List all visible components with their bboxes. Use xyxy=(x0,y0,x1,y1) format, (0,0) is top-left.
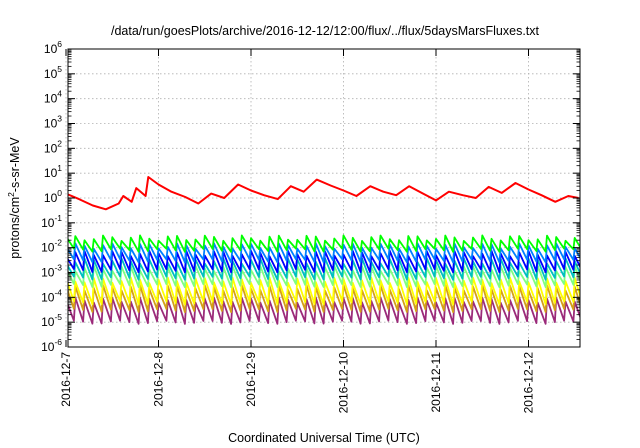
axis-ticks xyxy=(65,48,580,348)
y-tick-exp: 0 xyxy=(57,188,62,198)
y-axis-label: protons/cm2-s-sr-MeV xyxy=(6,137,22,259)
y-tick-exp: 3 xyxy=(57,114,62,124)
x-tick-label: 2016-12-7 xyxy=(59,352,73,407)
x-tick-labels: 2016-12-7 2016-12-8 2016-12-9 2016-12-10 201… xyxy=(59,352,536,414)
y-tick-base: 10 xyxy=(44,141,58,155)
y-tick-base: 10 xyxy=(44,42,58,56)
y-tick-base: 10 xyxy=(41,266,55,280)
y-tick-label: 102 xyxy=(44,138,62,155)
y-tick-base: 10 xyxy=(41,216,55,230)
data-series xyxy=(68,176,580,325)
y-tick-exp: 5 xyxy=(57,64,62,74)
x-axis-label: Coordinated Universal Time (UTC) xyxy=(228,431,420,445)
y-tick-label: 10-6 xyxy=(41,337,62,354)
x-tick-label: 2016-12-11 xyxy=(429,352,443,413)
flux-series-red-line xyxy=(68,176,579,211)
y-tick-label: 103 xyxy=(44,114,62,131)
y-tick-exp: -1 xyxy=(54,213,62,223)
flux-series-line xyxy=(68,257,580,281)
flux-series-line xyxy=(68,242,580,264)
flux-series-line xyxy=(68,249,580,274)
y-tick-label: 100 xyxy=(44,188,62,205)
y-tick-label: 106 xyxy=(44,39,62,56)
flux-series-line xyxy=(68,296,580,325)
y-tick-label: 101 xyxy=(44,163,62,180)
chart-title: /data/run/goesPlots/archive/2016-12-12/1… xyxy=(111,24,540,38)
x-tick-label: 2016-12-9 xyxy=(244,352,258,407)
y-axis-label-rest: -s-sr-MeV xyxy=(8,137,22,193)
y-tick-exp: 6 xyxy=(57,39,62,49)
y-tick-label: 10-4 xyxy=(41,287,62,304)
flux-series-line xyxy=(68,234,580,253)
flux-series-line xyxy=(68,284,580,314)
y-tick-exp: -5 xyxy=(54,312,62,322)
y-tick-base: 10 xyxy=(41,315,55,329)
y-tick-exp: 2 xyxy=(57,138,62,148)
y-tick-base: 10 xyxy=(41,241,55,255)
y-tick-exp: 1 xyxy=(57,163,62,173)
y-tick-base: 10 xyxy=(44,92,58,106)
y-tick-base: 10 xyxy=(41,340,55,354)
y-axis-label-sup: 2 xyxy=(6,192,16,197)
y-tick-exp: -4 xyxy=(54,287,62,297)
y-tick-exp: -6 xyxy=(54,337,62,347)
flux-series-line xyxy=(68,276,580,306)
y-tick-base: 10 xyxy=(44,117,58,131)
y-tick-base: 10 xyxy=(44,191,58,205)
y-tick-label: 105 xyxy=(44,64,62,81)
y-tick-label: 10-2 xyxy=(41,238,62,255)
y-tick-base: 10 xyxy=(41,290,55,304)
x-tick-label: 2016-12-8 xyxy=(152,352,166,407)
y-tick-base: 10 xyxy=(44,67,58,81)
x-tick-label: 2016-12-12 xyxy=(522,352,536,414)
y-tick-label: 10-5 xyxy=(41,312,62,329)
y-tick-exp: -3 xyxy=(54,263,62,273)
y-tick-exp: 4 xyxy=(57,89,62,99)
y-tick-label: 10-1 xyxy=(41,213,62,230)
y-tick-label: 10-3 xyxy=(41,263,62,280)
y-tick-label: 104 xyxy=(44,89,62,106)
y-tick-exp: -2 xyxy=(54,238,62,248)
x-tick-label: 2016-12-10 xyxy=(337,352,351,414)
y-axis-label-base: protons/cm xyxy=(8,197,22,259)
y-tick-base: 10 xyxy=(44,166,58,180)
flux-series-line xyxy=(68,264,580,289)
y-tick-labels: 10-610-510-410-310-210-11001011021031041… xyxy=(41,39,62,354)
